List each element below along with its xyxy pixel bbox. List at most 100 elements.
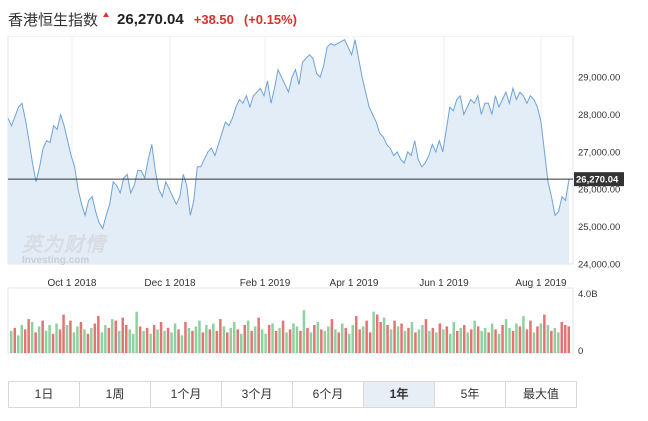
volume-bar [424, 319, 428, 353]
volume-bar [463, 325, 466, 353]
volume-bar [355, 316, 358, 353]
volume-bar [316, 322, 320, 353]
volume-bar [37, 326, 41, 353]
volume-bar [396, 326, 400, 353]
y-tick-label: 28,000.00 [578, 110, 620, 121]
volume-bar [90, 327, 93, 353]
volume-bar [536, 326, 539, 353]
volume-bar [285, 332, 288, 353]
range-3m-button[interactable]: 3个月 [222, 382, 293, 407]
volume-bar [320, 329, 323, 353]
range-1m-button[interactable]: 1个月 [151, 382, 222, 407]
range-max-button[interactable]: 最大值 [522, 387, 559, 401]
volume-bar [10, 330, 13, 353]
volume-bar [306, 327, 309, 353]
price-chart[interactable]: 29,000.00 28,000.00 27,000.00 26,000.00 25,0… [0, 36, 648, 366]
volume-bar [107, 327, 111, 353]
volume-bar [445, 326, 449, 353]
volume-bar [368, 332, 372, 353]
volume-bar [299, 330, 302, 353]
volume-bar [212, 323, 215, 353]
volume-bar [205, 325, 208, 353]
volume-bar [417, 329, 421, 353]
volume-bar [177, 329, 180, 353]
volume-bar [375, 314, 379, 353]
y-tick-label: 24,000.00 [578, 260, 620, 271]
volume-bar [334, 329, 337, 353]
volume-bar [529, 320, 532, 354]
volume-bar [152, 325, 156, 353]
volume-bar [260, 329, 264, 353]
volume-bar [17, 335, 20, 353]
volume-bar [76, 326, 79, 353]
volume-bar [226, 332, 229, 353]
volume-bar [428, 330, 431, 353]
volume-bar [410, 322, 414, 353]
volume-bar [567, 326, 570, 353]
volume-bar [104, 325, 107, 353]
range-1w-button[interactable]: 1周 [80, 382, 151, 407]
volume-bar [159, 322, 163, 353]
volume-bar [236, 329, 239, 353]
volume-bar [23, 329, 27, 353]
volume-bar [341, 323, 344, 353]
index-name: 香港恒生指数 [8, 11, 99, 29]
volume-bar [194, 326, 198, 353]
volume-bar [518, 326, 522, 353]
volume-bar [132, 333, 135, 353]
volume-bar [180, 335, 184, 353]
volume-bar [403, 330, 407, 353]
volume-bar [449, 333, 452, 353]
volume-bar [393, 320, 396, 354]
volume-zero-label: 0 [578, 346, 583, 357]
volume-bar [337, 332, 340, 353]
current-price-label-bg [574, 172, 624, 187]
volume-bar [344, 327, 347, 353]
volume-bar [264, 333, 267, 353]
volume-bar [442, 329, 445, 353]
volume-bar [233, 322, 236, 353]
volume-bar [121, 317, 124, 353]
x-tick-label: Jun 1 2019 [419, 278, 469, 289]
volume-bar [313, 325, 316, 353]
range-6m-button[interactable]: 6个月 [293, 382, 364, 407]
volume-bar [557, 332, 560, 353]
volume-bar [309, 332, 313, 353]
volume-bar [79, 322, 83, 353]
volume-bar [125, 325, 128, 353]
volume-bar [564, 325, 567, 353]
volume-bar [118, 330, 121, 353]
volume-bar [243, 325, 246, 353]
volume-bar [560, 322, 563, 353]
volume-bar [69, 320, 72, 354]
volume-bar [414, 332, 417, 353]
volume-bar [34, 332, 37, 353]
volume-bar [93, 323, 97, 353]
x-tick-label: Dec 1 2018 [144, 278, 196, 289]
volume-bar [466, 332, 469, 353]
volume-bar [97, 316, 100, 353]
volume-bar [546, 325, 550, 353]
volume-bar [379, 322, 382, 353]
y-tick-label: 27,000.00 [578, 147, 620, 158]
volume-bar [58, 329, 62, 353]
volume-bar [372, 311, 375, 353]
time-range-selector: 1日 1周 1个月 3个月 6个月 1年 5年 最大值 [8, 381, 577, 408]
chart-canvas[interactable]: 29,000.00 28,000.00 27,000.00 26,000.00 25,0… [0, 36, 648, 366]
volume-bar [253, 326, 257, 353]
range-5y-button[interactable]: 5年 [435, 382, 506, 407]
volume-bar [400, 323, 403, 353]
volume-bar [480, 330, 483, 353]
volume-bar [438, 323, 442, 353]
volume-bar [550, 330, 553, 353]
volume-bar [13, 327, 16, 353]
watermark-cn: 英为财情 [22, 234, 106, 256]
volume-bar [452, 322, 455, 353]
volume-bar [327, 326, 330, 353]
range-1d-button[interactable]: 1日 [9, 382, 80, 407]
volume-bar [470, 329, 473, 353]
range-1y-button[interactable]: 1年 [364, 382, 435, 407]
y-tick-label: 25,000.00 [578, 222, 620, 233]
volume-bar [365, 320, 368, 354]
volume-bar [65, 325, 69, 353]
